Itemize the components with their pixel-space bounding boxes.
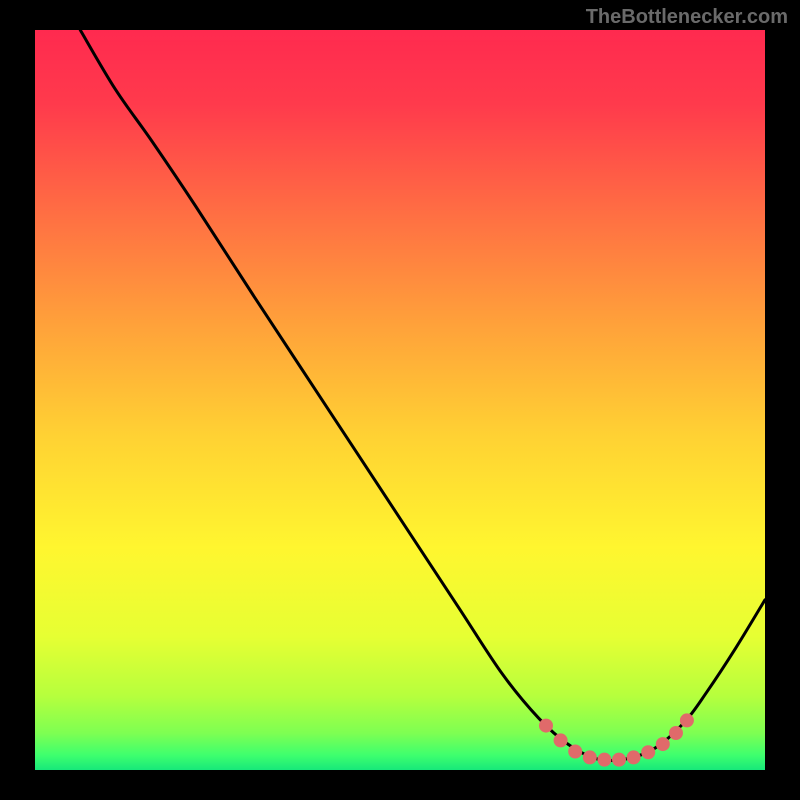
optimal-marker (669, 726, 683, 740)
optimal-marker (656, 737, 670, 751)
optimal-marker (568, 745, 582, 759)
optimal-marker (641, 745, 655, 759)
chart-container: TheBottlenecker.com (0, 0, 800, 800)
watermark-text: TheBottlenecker.com (586, 6, 788, 29)
optimal-marker (539, 719, 553, 733)
curve-overlay (35, 30, 765, 770)
optimal-marker (612, 753, 626, 767)
optimal-marker (583, 750, 597, 764)
optimal-marker (554, 733, 568, 747)
optimal-marker (680, 713, 694, 727)
optimal-marker (627, 750, 641, 764)
marker-group (539, 713, 694, 766)
bottleneck-curve (80, 30, 765, 761)
plot-area (35, 30, 765, 770)
optimal-marker (597, 753, 611, 767)
